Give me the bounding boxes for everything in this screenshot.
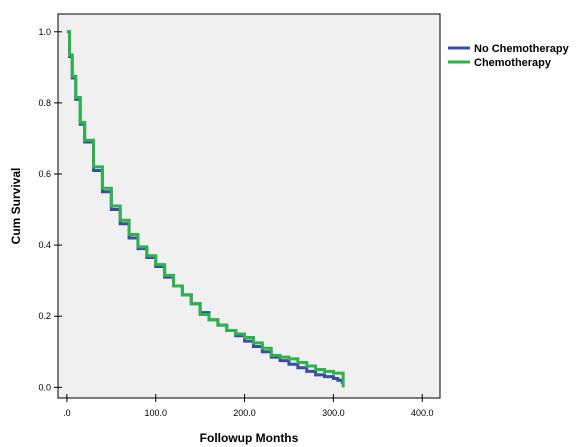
series-line-1 (66, 30, 345, 388)
y-axis: 0.0 0.2 0.4 0.6 0.8 1.0 (38, 27, 62, 392)
y-tick-label: 0.2 (38, 311, 51, 321)
series-layer (66, 30, 345, 388)
x-tick-label: .0 (63, 408, 71, 418)
y-tick-label: 0.4 (38, 240, 51, 250)
y-tick-label: 1.0 (38, 27, 51, 37)
y-tick-label: 0.8 (38, 98, 51, 108)
x-tick-label: 300.0 (322, 408, 345, 418)
y-tick-label: 0.0 (38, 382, 51, 392)
x-tick-label: 200.0 (233, 408, 256, 418)
y-axis-title: Cum Survival (9, 168, 23, 245)
legend: No Chemotherapy Chemotherapy (448, 43, 570, 69)
x-tick-label: 100.0 (144, 408, 167, 418)
legend-label: No Chemotherapy (474, 43, 570, 55)
legend-label: Chemotherapy (474, 57, 552, 69)
x-axis-title: Followup Months (200, 431, 299, 445)
x-axis: .0 100.0 200.0 300.0 400.0 (63, 394, 433, 418)
y-tick-label: 0.6 (38, 169, 51, 179)
x-tick-label: 400.0 (411, 408, 434, 418)
